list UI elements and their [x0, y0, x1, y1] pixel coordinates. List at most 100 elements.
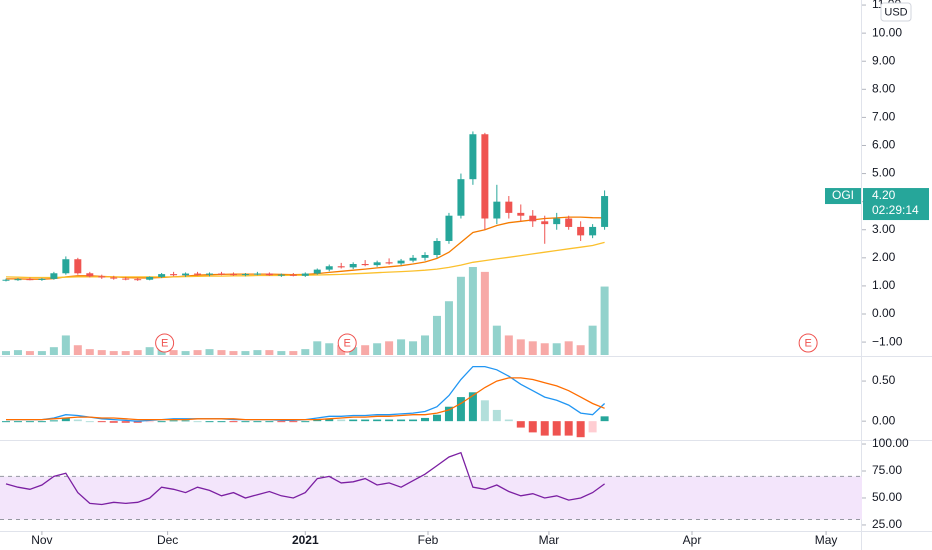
- volume-bar: [504, 335, 513, 355]
- volume-bar: [468, 267, 477, 355]
- candle-body: [421, 255, 429, 258]
- histogram-bar: [157, 421, 166, 423]
- y-tick-label: 8.00: [872, 81, 896, 95]
- volume-bar: [373, 343, 382, 355]
- y-tick-label: 7.00: [872, 110, 896, 124]
- x-tick-label: Dec: [157, 533, 178, 547]
- candle-body: [110, 277, 118, 279]
- candle-body: [206, 273, 214, 275]
- volume-bar: [85, 349, 94, 355]
- histogram-bar: [145, 421, 154, 423]
- histogram-bar: [13, 421, 22, 423]
- candle-body: [277, 274, 285, 276]
- candle-body: [361, 264, 369, 266]
- currency-button[interactable]: [880, 2, 912, 22]
- volume-bar: [181, 351, 190, 355]
- volume-bar: [217, 350, 226, 355]
- candle-body: [253, 273, 261, 275]
- volume-bar: [325, 343, 334, 355]
- y-tick-label: 1.00: [872, 278, 896, 292]
- histogram-bar: [444, 406, 453, 422]
- candle-body: [194, 273, 202, 275]
- macd-line: [6, 377, 605, 421]
- histogram-bar: [385, 419, 394, 422]
- candle-body: [565, 218, 573, 227]
- histogram-bar: [373, 419, 382, 422]
- volume-bar: [61, 335, 70, 355]
- histogram-bar: [121, 421, 130, 423]
- candle-body: [589, 226, 597, 236]
- volume-bar: [540, 343, 549, 355]
- candle-body: [74, 259, 82, 274]
- symbol: OGI: [832, 188, 854, 202]
- histogram-bar: [349, 419, 358, 422]
- volume-bar: [397, 339, 406, 355]
- y-tick-label: 25.00: [872, 517, 902, 531]
- candle-body: [601, 196, 609, 227]
- volume-bar: [157, 349, 166, 355]
- x-tick-label: May: [815, 533, 838, 547]
- histogram-bar: [313, 419, 322, 422]
- candle-body: [26, 279, 34, 281]
- volume-bar: [361, 345, 370, 355]
- volume-bar: [49, 347, 58, 355]
- histogram-bar: [552, 421, 561, 436]
- volume-bar: [564, 341, 573, 355]
- volume-bar: [121, 351, 130, 355]
- candle-body: [50, 273, 58, 279]
- candle-body: [241, 274, 249, 276]
- volume-bar: [480, 271, 489, 355]
- candle-body: [313, 269, 321, 274]
- volume-bar: [301, 349, 310, 355]
- volume-bar: [456, 276, 465, 355]
- rsi-band: [0, 476, 862, 520]
- histogram-bar: [600, 416, 609, 422]
- candle-body: [86, 273, 94, 277]
- candle-body: [493, 201, 501, 219]
- histogram-bar: [85, 421, 94, 423]
- candle-body: [122, 278, 130, 280]
- candle-body: [98, 276, 106, 278]
- y-tick-label: 0.00: [872, 306, 896, 320]
- histogram-bar: [361, 419, 370, 422]
- volume-bar: [109, 351, 118, 355]
- histogram-bar: [504, 419, 513, 422]
- y-tick-label: 6.00: [872, 138, 896, 152]
- candle-body: [170, 274, 178, 276]
- candle-body: [2, 279, 10, 281]
- volume-bar: [600, 286, 609, 355]
- histogram-bar: [468, 392, 477, 422]
- candle-body: [553, 218, 561, 225]
- candle-body: [409, 257, 417, 261]
- currency[interactable]: USD: [884, 6, 907, 18]
- volume-bar: [265, 350, 274, 355]
- histogram-bar: [528, 421, 537, 433]
- last-price-box: [863, 188, 929, 221]
- candle-body: [146, 276, 154, 280]
- candle-body: [577, 226, 585, 236]
- volume-bar: [133, 350, 142, 355]
- symbol-tag: [825, 188, 861, 205]
- volume-bar: [432, 315, 441, 355]
- histogram-bar: [576, 421, 585, 438]
- histogram-bar: [265, 421, 274, 423]
- candle-body: [385, 262, 393, 264]
- histogram-bar: [492, 409, 501, 422]
- x-tick-label: Nov: [31, 533, 52, 547]
- candle-body: [373, 262, 381, 266]
- candle-body: [62, 259, 70, 274]
- histogram-bar: [181, 420, 190, 422]
- candle-body: [182, 273, 190, 276]
- histogram-bar: [1, 421, 10, 423]
- candle-body: [349, 264, 357, 268]
- candle-body: [529, 215, 537, 222]
- volume-bar: [409, 341, 418, 355]
- candle-body: [337, 266, 345, 268]
- histogram-bar: [432, 414, 441, 422]
- histogram-bar: [421, 417, 430, 422]
- candle-body: [38, 278, 46, 280]
- volume-bar: [169, 350, 178, 355]
